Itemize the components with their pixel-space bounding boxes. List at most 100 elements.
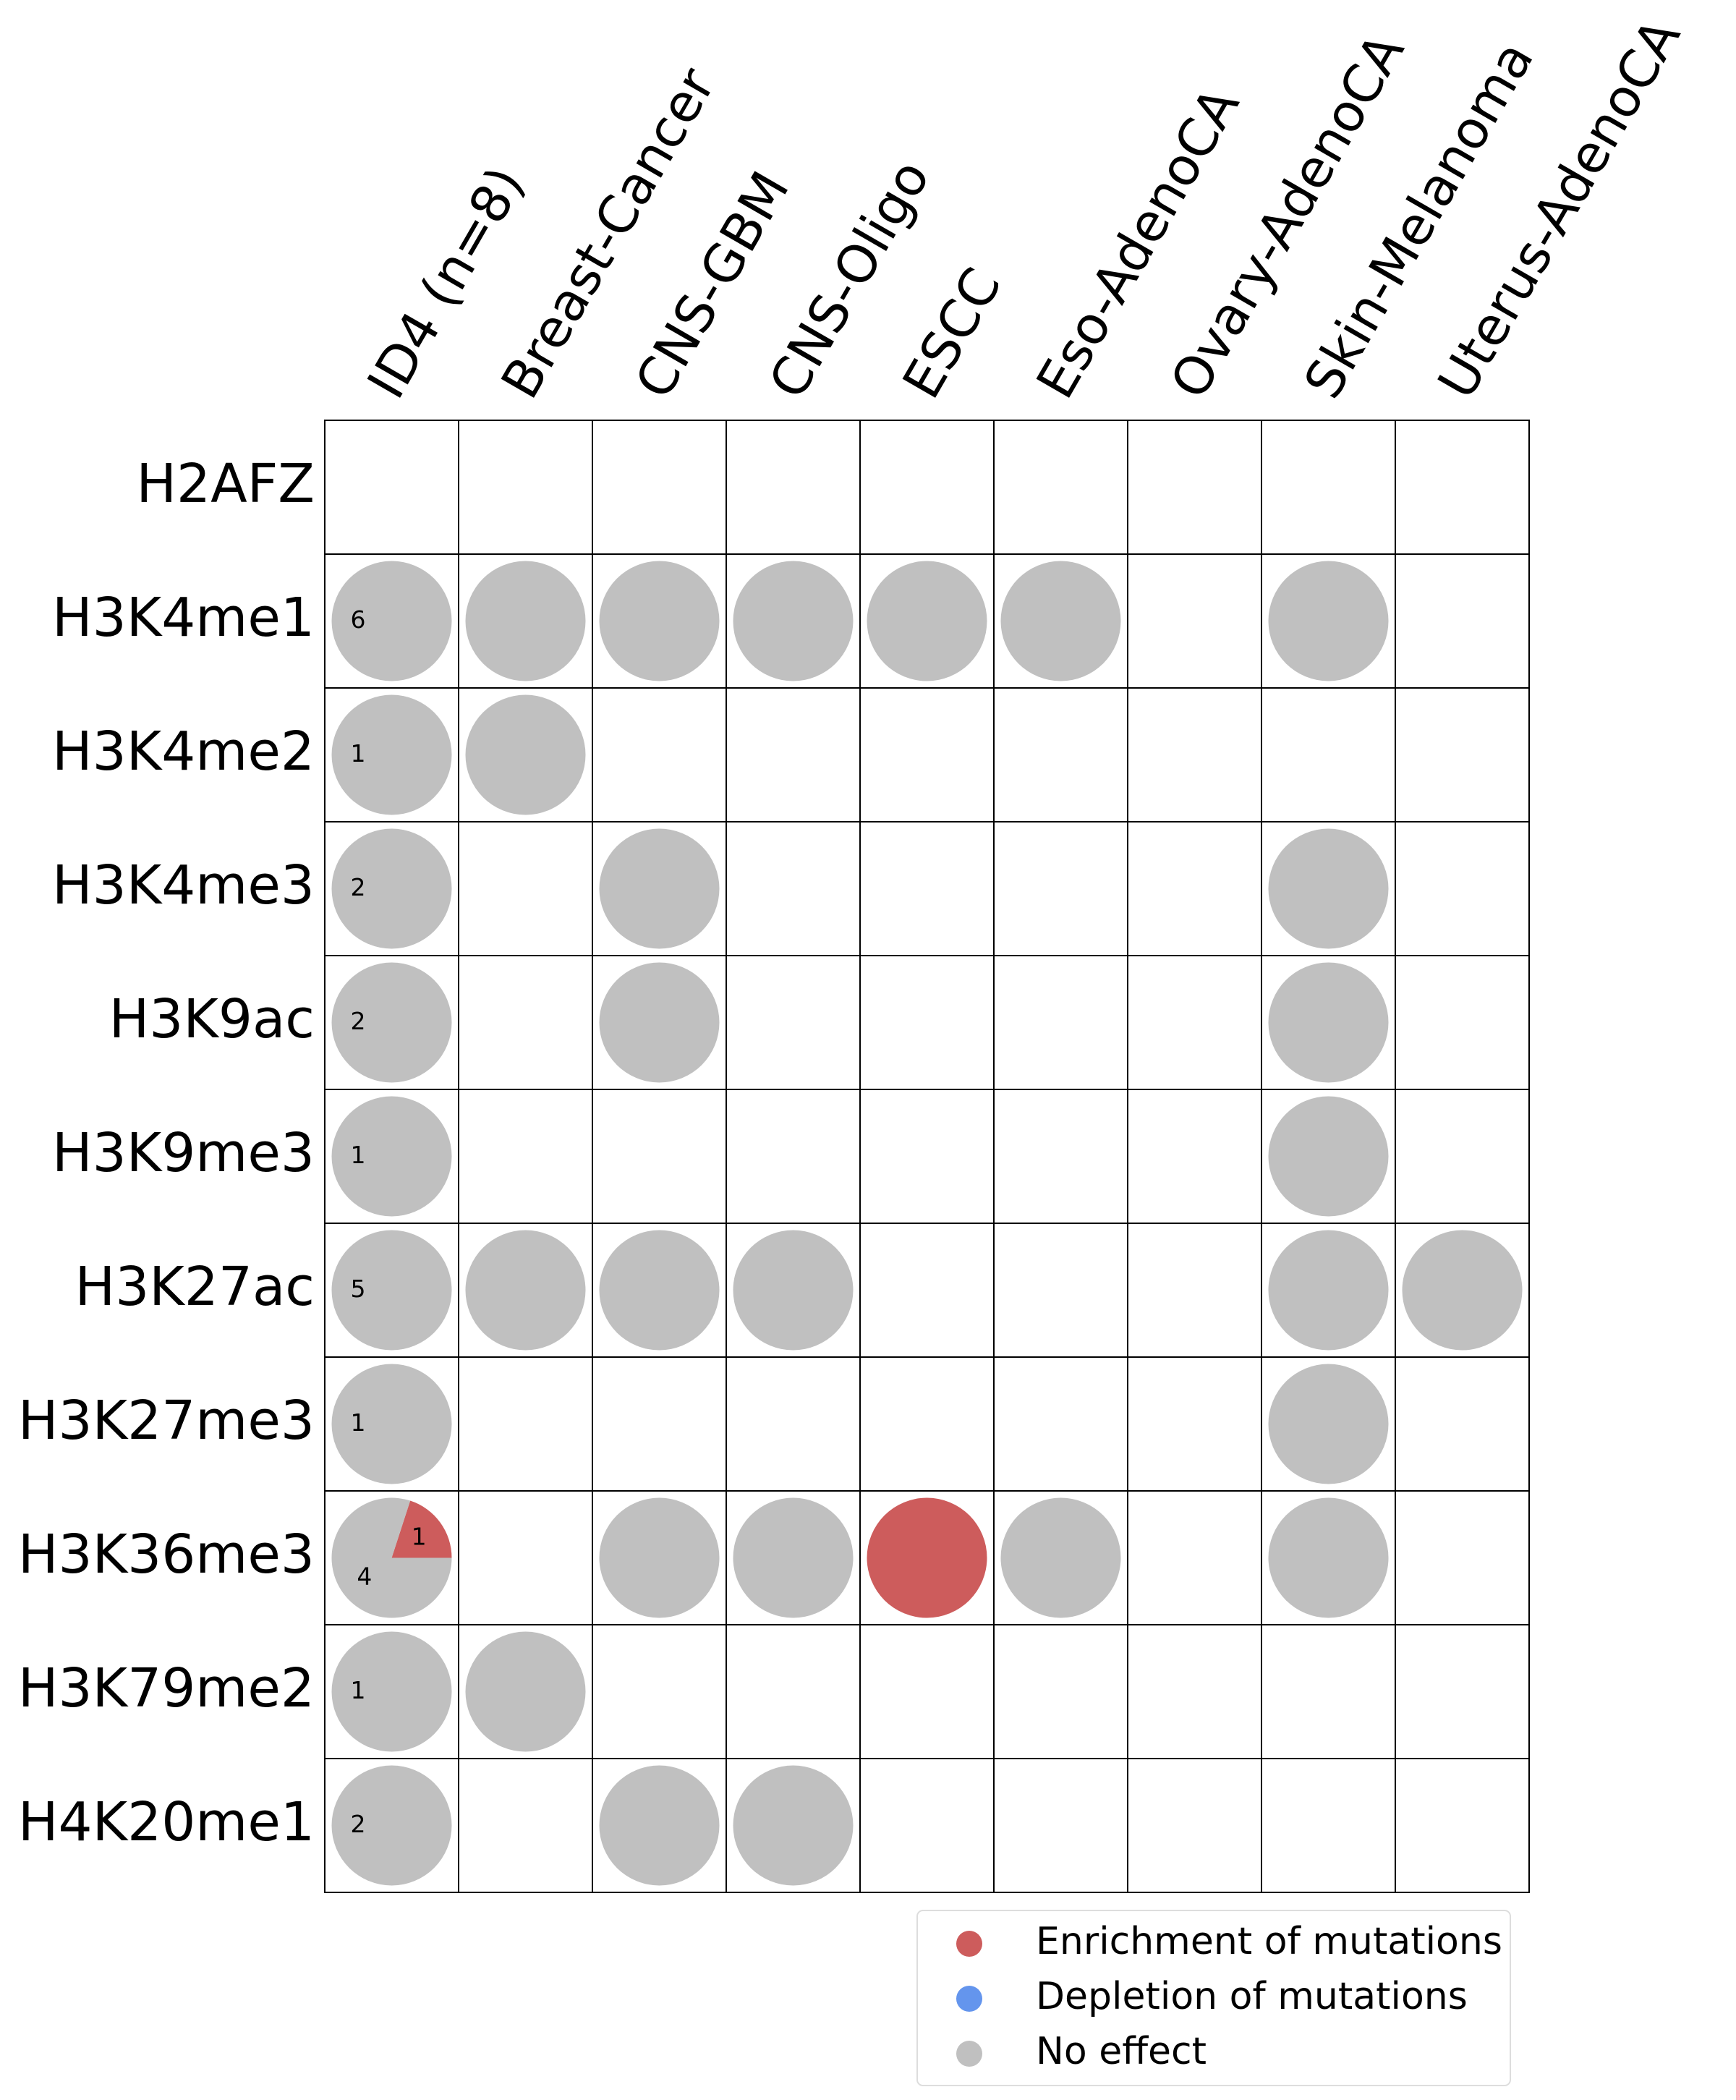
row-label: H3K9ac <box>109 988 315 1050</box>
grid-cell <box>1127 1624 1262 1759</box>
effect-circle <box>1268 1364 1389 1484</box>
column-label: ESCC <box>890 258 1013 408</box>
grid-cell <box>1395 1758 1530 1893</box>
grid-cell <box>1127 955 1262 1090</box>
pie-slice <box>331 1364 452 1484</box>
effect-circle <box>733 1497 854 1618</box>
grid-cell <box>726 1356 861 1492</box>
grid-cell <box>993 1223 1128 1358</box>
grid-cell <box>859 1356 995 1492</box>
count-label: 1 <box>351 1141 366 1169</box>
grid-cell <box>726 821 861 956</box>
grid-cell <box>1261 687 1396 822</box>
grid-cell <box>859 955 995 1090</box>
effect-circle <box>733 1765 854 1886</box>
row-label: H3K36me3 <box>18 1523 315 1586</box>
grid-cell <box>1395 553 1530 689</box>
grid-cell <box>859 687 995 822</box>
pie-slice <box>331 1631 452 1752</box>
grid-cell <box>458 1356 593 1492</box>
count-label: 5 <box>351 1275 366 1303</box>
pie-slice <box>331 694 452 815</box>
row-label: H3K4me3 <box>52 854 315 917</box>
effect-circle <box>1000 1497 1121 1618</box>
grid-cell <box>1127 1758 1262 1893</box>
legend-label: No effect <box>1036 2030 1207 2073</box>
grid-cell <box>458 420 593 555</box>
effect-circle <box>733 561 854 681</box>
grid-cell <box>458 821 593 956</box>
grid-cell <box>993 1356 1128 1492</box>
grid-cell <box>859 1089 995 1224</box>
row-label: H3K4me2 <box>52 720 315 783</box>
effect-circle <box>1268 828 1389 949</box>
pie-slice <box>331 962 452 1083</box>
grid-cell <box>1261 1758 1396 1893</box>
pie-slice <box>331 1497 452 1618</box>
legend-marker <box>956 1986 982 2012</box>
grid-cell <box>859 821 995 956</box>
effect-circle <box>465 1230 586 1351</box>
count-label: 2 <box>351 1007 366 1035</box>
row-label: H3K4me1 <box>52 587 315 649</box>
pie-slice <box>331 1096 452 1217</box>
grid-cell <box>592 1624 727 1759</box>
grid-cell <box>726 955 861 1090</box>
grid-cell <box>592 420 727 555</box>
effect-circle <box>1000 561 1121 681</box>
legend-marker <box>956 2041 982 2067</box>
count-label: 2 <box>351 1810 366 1838</box>
grid-cell <box>458 955 593 1090</box>
effect-circle <box>733 1230 854 1351</box>
pie-slice <box>331 561 452 681</box>
grid-cell <box>1395 955 1530 1090</box>
grid-cell <box>1395 1356 1530 1492</box>
grid-cell <box>1127 553 1262 689</box>
pie-slice <box>391 1500 452 1558</box>
grid-cell <box>324 420 459 555</box>
count-label: 1 <box>412 1523 427 1551</box>
grid-cell <box>993 420 1128 555</box>
row-label: H4K20me1 <box>18 1791 315 1853</box>
effect-circle <box>465 694 586 815</box>
grid-cell <box>993 955 1128 1090</box>
effect-circle <box>1268 962 1389 1083</box>
grid-cell <box>726 420 861 555</box>
grid-cell <box>1395 1089 1530 1224</box>
count-label: 2 <box>351 873 366 901</box>
pie-slice <box>331 1765 452 1886</box>
grid-cell <box>1127 1356 1262 1492</box>
legend-box <box>916 1910 1511 2086</box>
grid-cell <box>458 1089 593 1224</box>
column-label: Uterus-AdenoCA <box>1426 9 1692 409</box>
effect-circle <box>867 1497 987 1618</box>
row-label: H3K79me2 <box>18 1657 315 1719</box>
grid-cell <box>458 1758 593 1893</box>
row-label: H3K27ac <box>75 1256 315 1318</box>
effect-circle <box>867 561 987 681</box>
legend-marker <box>956 1931 982 1957</box>
effect-circle <box>1268 1497 1389 1618</box>
grid-cell <box>592 1356 727 1492</box>
grid-cell <box>1395 420 1530 555</box>
grid-cell <box>726 1089 861 1224</box>
legend: Enrichment of mutations Depletion of muta… <box>916 1910 1511 2086</box>
grid-cell <box>1395 687 1530 822</box>
pie-slice <box>331 828 452 949</box>
effect-circle <box>599 1765 720 1886</box>
grid-cell <box>859 1758 995 1893</box>
row-label: H3K9me3 <box>52 1122 315 1184</box>
effect-circle <box>599 561 720 681</box>
grid-cell <box>1127 420 1262 555</box>
count-label: 1 <box>351 1676 366 1704</box>
count-label: 1 <box>351 739 366 768</box>
effect-circle <box>599 828 720 949</box>
effect-circle <box>1268 1230 1389 1351</box>
count-label: 4 <box>357 1562 372 1590</box>
grid-cell <box>592 1089 727 1224</box>
effect-circle <box>465 561 586 681</box>
effect-circle <box>465 1631 586 1752</box>
effect-circle <box>1268 561 1389 681</box>
grid-cell <box>1127 1089 1262 1224</box>
